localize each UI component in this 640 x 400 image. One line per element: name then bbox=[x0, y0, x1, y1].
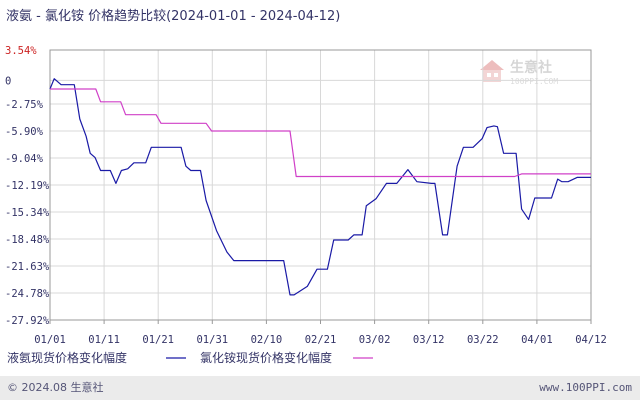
x-axis: 01/01 01/11 01/21 01/31 02/10 02/21 03/02 03/12… bbox=[34, 334, 607, 346]
x-tick-label: 02/10 bbox=[251, 334, 283, 346]
plot-frame bbox=[49, 49, 592, 321]
watermark-logo: 生意社 100PPI.COM bbox=[480, 59, 558, 86]
y-tick-label: 3.54% bbox=[5, 45, 37, 57]
legend-label-1: 液氨现货价格变化幅度 bbox=[7, 350, 127, 365]
y-tick-label: -21.63% bbox=[5, 261, 50, 273]
series-line-1 bbox=[49, 78, 591, 296]
y-tick-label: -15.34% bbox=[5, 207, 50, 219]
x-tick-label: 01/01 bbox=[34, 334, 66, 346]
y-tick-label: -24.78% bbox=[5, 288, 50, 300]
legend: 液氨现货价格变化幅度 氯化铵现货价格变化幅度 bbox=[7, 350, 373, 365]
y-axis: 3.54% 0 -2.75% -5.90% -9.04% -12.19% -15.34% -1… bbox=[5, 45, 50, 327]
footer-copyright: © 2024.08 生意社 bbox=[7, 380, 103, 394]
y-tick-label: -18.48% bbox=[5, 234, 50, 246]
x-tick-label: 03/22 bbox=[467, 334, 499, 346]
y-tick-label: -12.19% bbox=[5, 180, 50, 192]
grid bbox=[49, 50, 592, 324]
x-tick-label: 01/11 bbox=[88, 334, 120, 346]
y-tick-label: -5.90% bbox=[5, 126, 44, 138]
y-tick-label: -2.75% bbox=[5, 99, 44, 111]
legend-label-2: 氯化铵现货价格变化幅度 bbox=[200, 350, 332, 365]
watermark-name: 生意社 bbox=[510, 59, 552, 76]
footer-bar bbox=[0, 376, 640, 400]
x-tick-label: 03/12 bbox=[413, 334, 445, 346]
x-tick-label: 04/01 bbox=[521, 334, 553, 346]
y-tick-label: -27.92% bbox=[5, 315, 50, 327]
x-tick-label: 03/02 bbox=[359, 334, 391, 346]
y-tick-label: 0 bbox=[5, 75, 11, 87]
watermark-url: 100PPI.COM bbox=[510, 77, 558, 86]
series-line-2 bbox=[50, 88, 591, 178]
footer-url[interactable]: www.100PPI.com bbox=[539, 381, 632, 394]
x-tick-label: 04/12 bbox=[575, 334, 607, 346]
y-tick-label: -9.04% bbox=[5, 153, 44, 165]
x-tick-label: 02/21 bbox=[305, 334, 337, 346]
series bbox=[49, 78, 591, 296]
x-tick-label: 01/31 bbox=[196, 334, 228, 346]
x-tick-label: 01/21 bbox=[142, 334, 174, 346]
chart-title: 液氨 - 氯化铵 价格趋势比较(2024-01-01 - 2024-04-12) bbox=[6, 8, 340, 24]
